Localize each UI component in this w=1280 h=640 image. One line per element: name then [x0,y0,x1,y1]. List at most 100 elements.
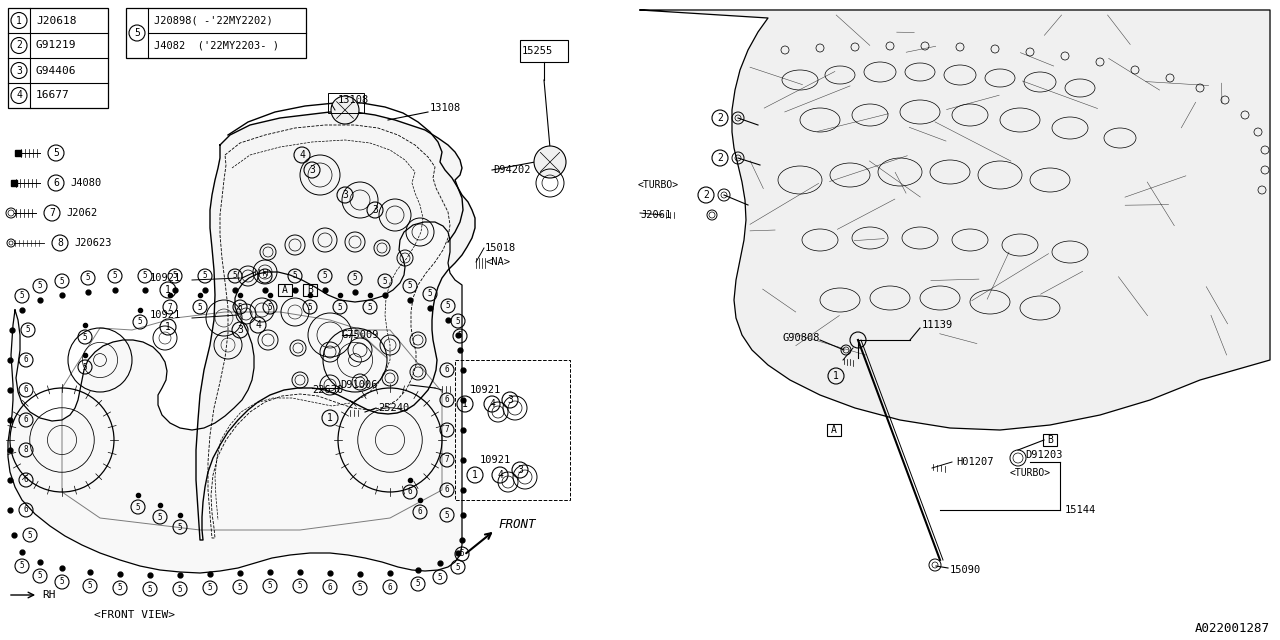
Text: 15255: 15255 [522,46,553,56]
Text: 5: 5 [83,333,87,342]
Text: 10921: 10921 [480,455,511,465]
Text: 3: 3 [372,205,378,215]
Text: 13108: 13108 [430,103,461,113]
Text: 5: 5 [19,561,24,570]
Text: 5: 5 [268,303,273,312]
Text: 10921: 10921 [470,385,502,395]
Text: 5: 5 [19,291,24,301]
Text: 7: 7 [444,456,449,465]
Text: 5: 5 [142,271,147,280]
Text: 5: 5 [173,271,178,280]
Text: J20623: J20623 [74,238,111,248]
Text: 5: 5 [60,577,64,586]
Text: FRONT: FRONT [498,518,535,531]
Text: 6: 6 [24,385,28,394]
Text: 5: 5 [113,271,118,280]
Text: 5: 5 [445,301,451,310]
Text: 5: 5 [323,271,328,280]
Text: 5: 5 [52,148,59,158]
Text: 7: 7 [444,426,449,435]
Text: 4: 4 [17,90,22,100]
Text: 5: 5 [178,522,182,531]
Text: 10921: 10921 [150,273,182,283]
Text: 5: 5 [37,282,42,291]
Text: 1: 1 [472,470,477,480]
Text: 5: 5 [207,584,212,593]
Text: 3: 3 [237,325,243,335]
Text: 1: 1 [17,15,22,26]
Text: A: A [282,285,288,295]
Bar [8,8,108,108]
Text: A: A [831,425,837,435]
Text: J20898( -'22MY2202): J20898( -'22MY2202) [154,15,273,26]
Text: 3: 3 [507,395,513,405]
Text: 6: 6 [24,476,28,484]
Text: 5: 5 [298,582,302,591]
Text: J4082  ('22MY2203- ): J4082 ('22MY2203- ) [154,40,279,51]
Text: 5: 5 [202,271,207,280]
Polygon shape [640,10,1270,430]
Text: 7: 7 [49,208,55,218]
Text: 5: 5 [83,362,87,371]
Text: 5: 5 [444,511,449,520]
Text: D91203: D91203 [1025,450,1062,460]
Text: <NA>: <NA> [485,257,509,267]
Text: 2: 2 [717,113,723,123]
Polygon shape [8,222,462,573]
Text: 22630: 22630 [312,385,343,395]
Text: 3: 3 [517,465,524,475]
Bar [125,8,306,58]
Text: 5: 5 [383,276,388,285]
Bar [1043,434,1057,446]
Text: 2: 2 [717,153,723,163]
Text: 3: 3 [342,190,348,200]
Text: 6: 6 [388,582,392,591]
Text: 11139: 11139 [922,320,954,330]
Text: 1: 1 [833,371,838,381]
Text: G90808: G90808 [782,333,820,343]
Text: 15018: 15018 [485,243,516,253]
Circle shape [534,146,566,178]
Text: 6: 6 [24,415,28,424]
Text: 5: 5 [460,550,465,559]
Text: 5: 5 [357,584,362,593]
Text: 5: 5 [438,573,443,582]
Text: 5: 5 [28,531,32,540]
Text: D94202: D94202 [493,165,530,175]
Text: 15144: 15144 [1065,505,1096,515]
Bar [827,424,841,436]
Text: 5: 5 [134,28,140,38]
Text: 5: 5 [136,502,141,511]
Text: 2: 2 [703,190,709,200]
Text: 16677: 16677 [36,90,69,100]
Text: J2061: J2061 [640,210,671,220]
Text: H01207: H01207 [956,457,993,467]
Text: 5: 5 [428,289,433,298]
Text: 6: 6 [24,506,28,515]
Text: A022001287: A022001287 [1196,621,1270,634]
Text: 3: 3 [17,65,22,76]
Text: 5: 5 [458,332,462,340]
Text: 5: 5 [238,303,242,312]
Text: G75009: G75009 [342,330,379,340]
Text: 5: 5 [118,584,123,593]
Text: 5: 5 [197,303,202,312]
Text: G91219: G91219 [36,40,77,51]
Text: 5: 5 [307,303,312,312]
Text: 6: 6 [408,488,412,497]
Text: 5: 5 [60,276,64,285]
Text: 15090: 15090 [950,565,982,575]
Text: 6: 6 [52,178,59,188]
Bar [454,360,570,500]
Text: 5: 5 [262,271,268,280]
Text: 5: 5 [178,584,182,593]
Text: B: B [307,285,312,295]
Text: J4080: J4080 [70,178,101,188]
Text: 5: 5 [138,317,142,326]
Text: 6: 6 [24,355,28,365]
Text: 10921: 10921 [150,310,182,320]
Bar [328,93,364,113]
Text: <TURBO>: <TURBO> [637,180,680,190]
Text: 13108: 13108 [338,95,369,105]
Text: 1: 1 [328,413,333,423]
